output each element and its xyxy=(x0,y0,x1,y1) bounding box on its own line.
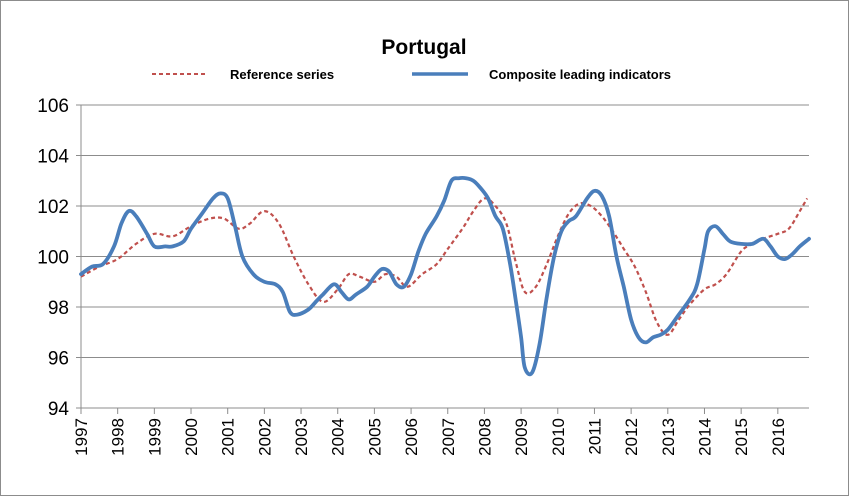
x-tick-label: 2009 xyxy=(512,418,531,456)
y-tick-label: 100 xyxy=(37,248,69,269)
x-tick-label: 2011 xyxy=(585,418,604,455)
legend-label-reference-series: Reference series xyxy=(230,67,334,82)
x-tick-label: 2015 xyxy=(732,418,751,456)
y-tick-label: 102 xyxy=(37,197,69,218)
series-lines xyxy=(79,176,811,377)
x-tick-label: 2014 xyxy=(695,418,714,456)
x-tick-label: 1999 xyxy=(145,418,164,456)
x-tick-label: 2007 xyxy=(439,418,458,456)
y-tick-label: 98 xyxy=(48,298,69,319)
x-tick-label: 2000 xyxy=(182,418,201,456)
x-tick-label: 2001 xyxy=(219,418,238,456)
y-tick-label: 96 xyxy=(48,349,69,370)
x-tick-label: 1997 xyxy=(72,418,91,456)
legend-label-composite-leading-indicators: Composite leading indicators xyxy=(489,67,671,82)
x-tick-label: 2006 xyxy=(402,418,421,456)
x-tick-label: 2013 xyxy=(659,418,678,456)
legend: Reference series Composite leading indic… xyxy=(152,67,671,82)
x-tick-label: 2002 xyxy=(255,418,274,456)
gridlines xyxy=(81,104,809,409)
x-tick-label: 2012 xyxy=(622,418,641,456)
x-tick-label: 2005 xyxy=(365,418,384,456)
series-line-composite-leading-indicators xyxy=(79,176,811,377)
y-tick-label: 106 xyxy=(37,96,69,117)
axes xyxy=(76,104,809,414)
y-tick-label: 104 xyxy=(37,147,69,168)
x-tick-label: 2003 xyxy=(292,418,311,456)
x-tick-label: 2004 xyxy=(329,418,348,456)
x-axis-tick-labels: 1997 1998 1999 2000 2001 2002 2003 2004 2005 2006… xyxy=(72,418,788,456)
chart-title: Portugal xyxy=(381,36,466,59)
x-tick-label: 2008 xyxy=(475,418,494,456)
x-tick-label: 1998 xyxy=(109,418,128,456)
y-tick-label: 94 xyxy=(48,399,70,420)
series-line-reference-series xyxy=(80,197,809,336)
x-tick-label: 2016 xyxy=(769,418,788,456)
x-tick-label: 2010 xyxy=(549,418,568,456)
y-axis-tick-labels: 94 96 98 100 102 104 106 xyxy=(37,96,69,420)
